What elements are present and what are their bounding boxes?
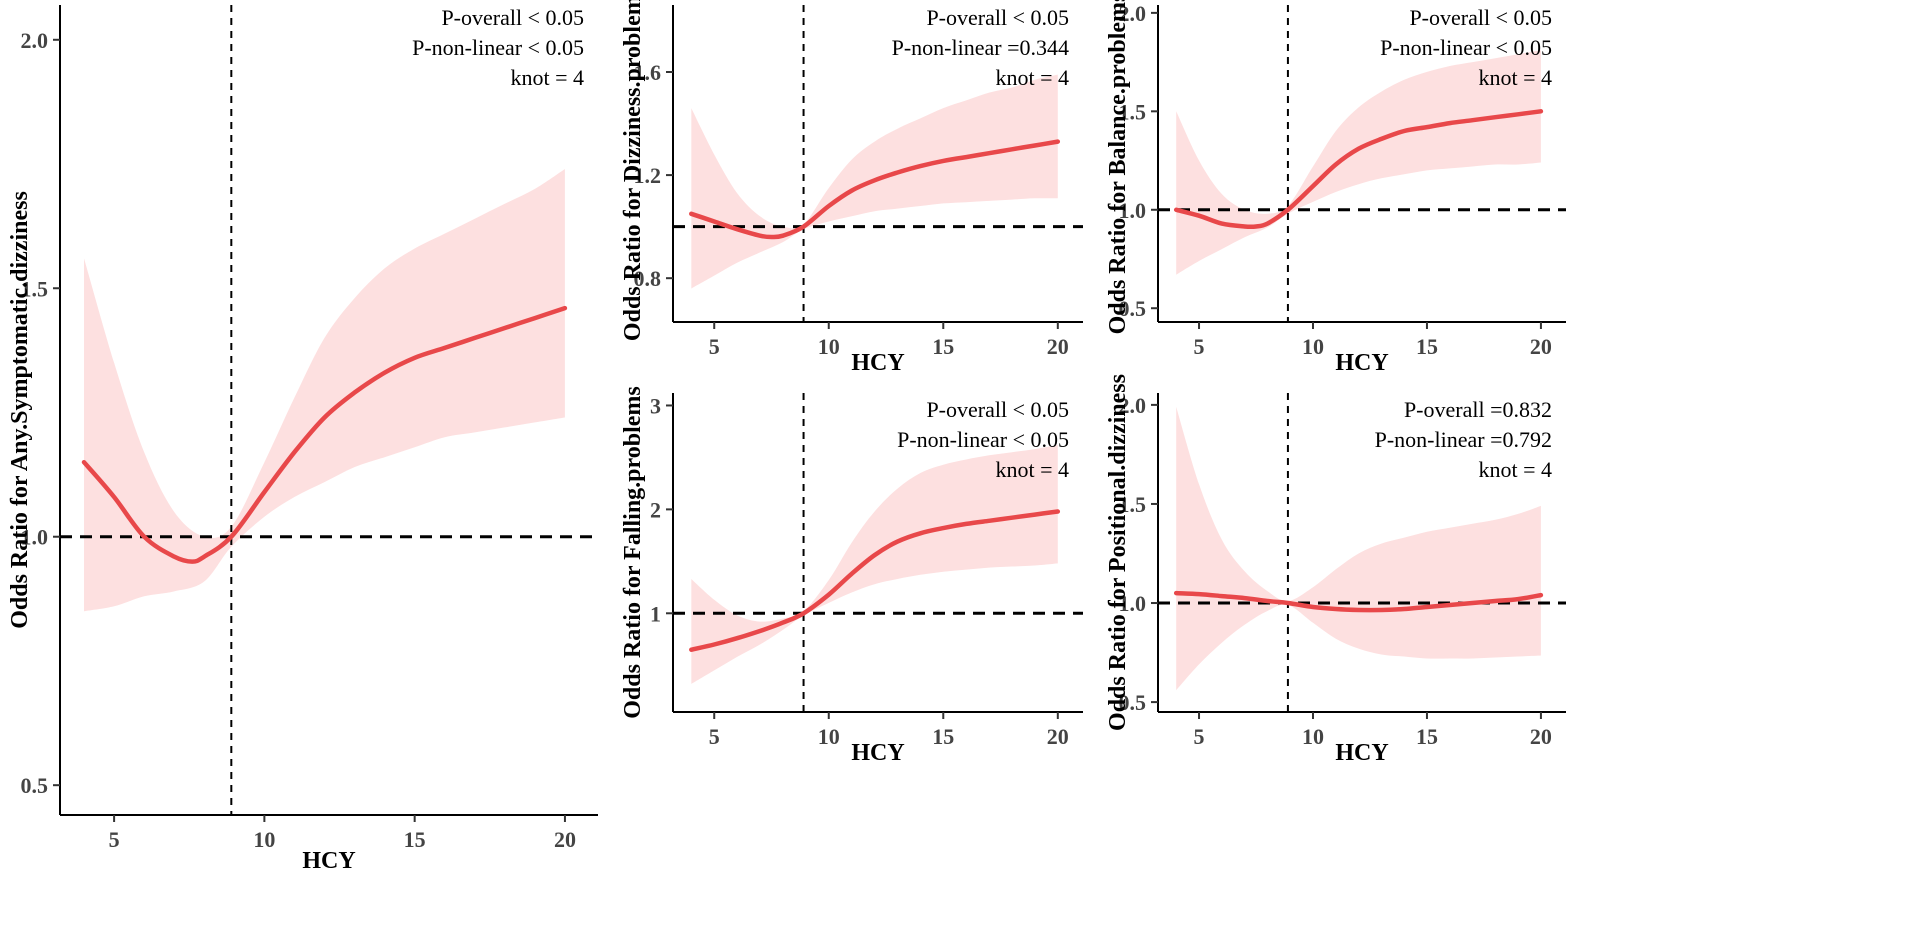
axes	[666, 5, 1083, 329]
x-tick-label: 15	[932, 724, 954, 749]
p-overall-annotation: P-overall < 0.05	[1409, 5, 1552, 30]
panel-balance-problems: 5 10 15 20 0.5 1.0 1.5 2.0 HCY Odds Ratio for B…	[1105, 0, 1566, 376]
x-axis-title: HCY	[1335, 350, 1388, 376]
y-tick-label: 2.0	[21, 28, 49, 53]
reference-lines	[60, 5, 598, 815]
panel-positional-dizziness: 5 10 15 20 0.5 1.0 1.5 2.0 HCY Odds Ratio for P…	[1105, 374, 1566, 766]
x-tick-label: 15	[932, 334, 954, 359]
p-non-linear-annotation: P-non-linear =0.792	[1375, 427, 1552, 452]
reference-lines	[673, 5, 1083, 322]
reference-lines	[1158, 5, 1566, 322]
tick-labels: 5 10 15 20 0.5 1.0 1.5 2.0	[1119, 1, 1552, 359]
x-tick-label: 20	[1530, 334, 1552, 359]
y-tick-label: 1.0	[21, 525, 49, 550]
x-axis-title: HCY	[851, 740, 904, 766]
x-tick-label: 20	[1530, 724, 1552, 749]
x-tick-label: 5	[1194, 724, 1205, 749]
odds-ratio-curve	[689, 139, 1061, 240]
y-tick-label: 1.0	[1119, 591, 1147, 616]
x-tick-label: 20	[1047, 724, 1069, 749]
y-tick-label: 1	[650, 601, 661, 626]
y-axis-title: Odds Ratio for Positional.dizziness	[1105, 374, 1131, 731]
axes	[53, 5, 598, 822]
p-non-linear-annotation: P-non-linear < 0.05	[897, 427, 1069, 452]
x-axis-title: HCY	[851, 350, 904, 376]
axes	[1151, 393, 1566, 719]
p-overall-annotation: P-overall =0.832	[1404, 397, 1552, 422]
y-axis-title: Odds Ratio for Falling.problems	[620, 386, 646, 718]
x-axis-title: HCY	[1335, 740, 1388, 766]
p-non-linear-annotation: P-non-linear =0.344	[892, 35, 1069, 60]
odds-ratio-curve	[689, 509, 1061, 652]
p-overall-annotation: P-overall < 0.05	[441, 5, 584, 30]
p-overall-annotation: P-overall < 0.05	[926, 5, 1069, 30]
p-overall-annotation: P-overall < 0.05	[926, 397, 1069, 422]
p-non-linear-annotation: P-non-linear < 0.05	[412, 35, 584, 60]
x-tick-label: 10	[818, 724, 840, 749]
y-tick-label: 1.5	[1119, 99, 1147, 124]
y-tick-label: 0.5	[1119, 296, 1147, 321]
tick-labels: 5 10 15 20 0.5 1.0 1.5 2.0	[21, 28, 576, 852]
x-tick-label: 5	[1194, 334, 1205, 359]
panel-any-symptomatic-dizziness: 5 10 15 20 0.5 1.0 1.5 2.0 HCY Odds Ratio for A…	[7, 5, 598, 874]
x-tick-label: 10	[818, 334, 840, 359]
odds-ratio-line	[1173, 109, 1544, 230]
x-tick-label: 5	[109, 827, 120, 852]
x-tick-label: 15	[1416, 724, 1438, 749]
ci-band	[84, 169, 565, 612]
knot-annotation: knot = 4	[1478, 65, 1552, 90]
ci-band	[1176, 406, 1541, 691]
x-axis-title: HCY	[302, 848, 355, 874]
knot-annotation: knot = 4	[1478, 457, 1552, 482]
x-tick-label: 5	[709, 724, 720, 749]
p-non-linear-annotation: P-non-linear < 0.05	[1380, 35, 1552, 60]
ci-band	[1176, 50, 1541, 275]
y-tick-label: 0.5	[1119, 690, 1147, 715]
odds-ratio-curve	[81, 305, 568, 564]
y-tick-label: 0.8	[634, 266, 662, 291]
ci-band-area	[1176, 50, 1541, 275]
y-tick-label: 1.5	[21, 276, 49, 301]
odds-ratio-line	[81, 305, 568, 564]
tick-labels: 5 10 15 20 0.8 1.2 1.6	[634, 60, 1069, 359]
x-tick-label: 10	[1302, 724, 1324, 749]
odds-ratio-line	[689, 509, 1061, 652]
y-axis-title: Odds Ratio for Dizziness.problems	[620, 0, 646, 341]
y-tick-label: 1.6	[634, 60, 662, 85]
y-axis-title: Odds Ratio for Balance.problems	[1105, 0, 1131, 334]
y-tick-label: 2.0	[1119, 393, 1147, 418]
y-tick-label: 1.5	[1119, 492, 1147, 517]
axes	[1151, 5, 1566, 329]
x-tick-label: 5	[709, 334, 720, 359]
odds-ratio-line	[689, 139, 1061, 240]
tick-labels: 5 10 15 20 1 2 3	[650, 393, 1069, 749]
y-tick-label: 1.0	[1119, 198, 1147, 223]
knot-annotation: knot = 4	[510, 65, 584, 90]
x-tick-label: 20	[1047, 334, 1069, 359]
panel-falling-problems: 5 10 15 20 1 2 3 HCY Odds Ratio for Falling.pr…	[620, 386, 1083, 766]
odds-ratio-line	[1173, 590, 1544, 613]
odds-ratio-curve	[1173, 109, 1544, 230]
x-tick-label: 15	[404, 827, 426, 852]
y-tick-label: 2	[650, 497, 661, 522]
x-tick-label: 15	[1416, 334, 1438, 359]
ci-band-area	[1176, 406, 1541, 691]
tick-labels: 5 10 15 20 0.5 1.0 1.5 2.0	[1119, 393, 1552, 749]
y-tick-label: 2.0	[1119, 1, 1147, 26]
x-tick-label: 10	[1302, 334, 1324, 359]
x-tick-label: 20	[554, 827, 576, 852]
x-tick-label: 10	[253, 827, 275, 852]
odds-ratio-curve	[1173, 590, 1544, 613]
y-tick-label: 0.5	[21, 773, 49, 798]
y-tick-label: 1.2	[634, 163, 662, 188]
reference-lines	[673, 393, 1083, 712]
axes	[666, 393, 1083, 719]
knot-annotation: knot = 4	[995, 457, 1069, 482]
panel-dizziness-problems: 5 10 15 20 0.8 1.2 1.6 HCY Odds Ratio for Dizz…	[620, 0, 1083, 376]
knot-annotation: knot = 4	[995, 65, 1069, 90]
y-axis-title: Odds Ratio for Any.Symptomatic.dizziness	[7, 191, 33, 629]
ci-band-area	[84, 169, 565, 612]
y-tick-label: 3	[650, 393, 661, 418]
